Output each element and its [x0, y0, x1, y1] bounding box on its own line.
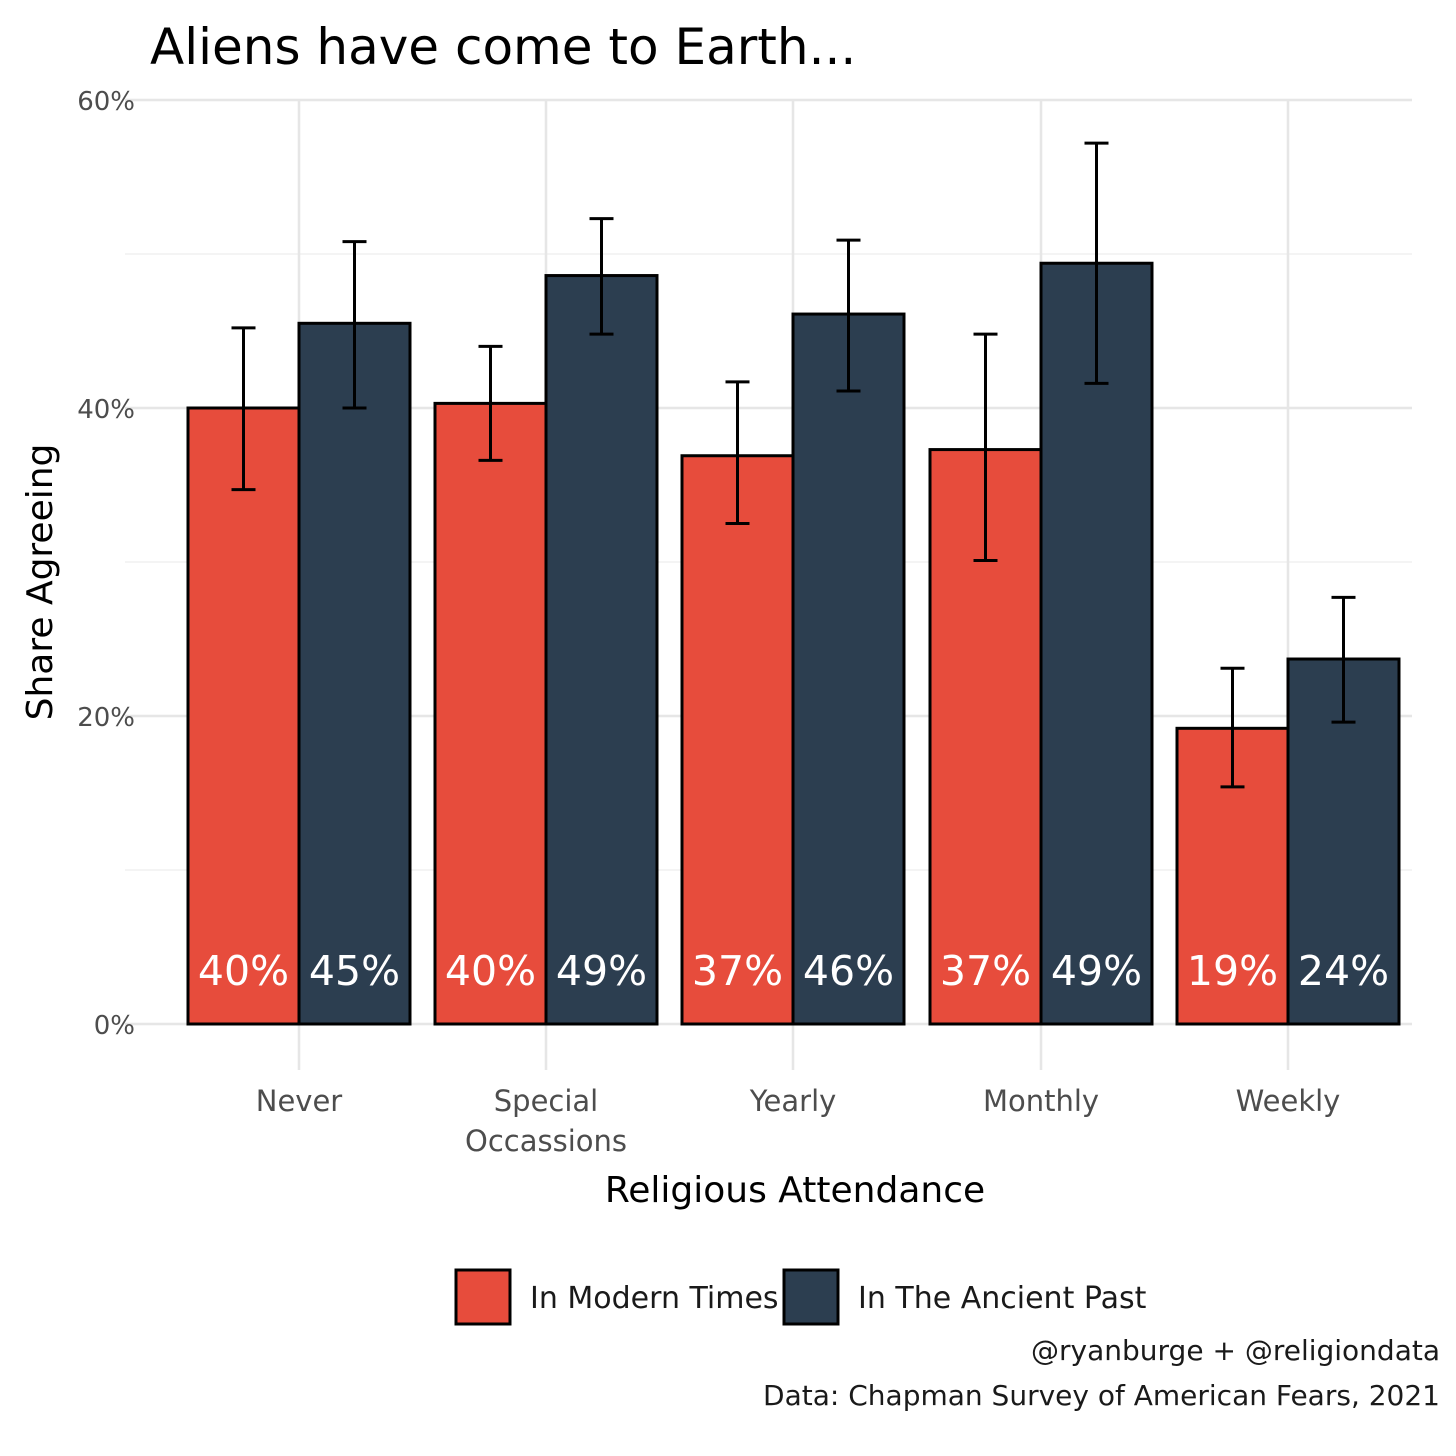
x-tick-label-line: Weekly — [1236, 1084, 1341, 1118]
chart-title: Aliens have come to Earth... — [150, 18, 856, 76]
bar-value-label: 49% — [556, 947, 647, 995]
bar — [186, 406, 301, 1026]
x-tick-label: Weekly — [1236, 1084, 1341, 1118]
legend: In Modern Times In The Ancient Past — [454, 1268, 1147, 1326]
x-tick-label-line: Never — [256, 1084, 343, 1118]
bar-value-label: 24% — [1298, 947, 1389, 995]
x-tick-label: Never — [256, 1084, 343, 1118]
bar-value-label: 49% — [1051, 947, 1142, 995]
bar-value-label: 46% — [803, 947, 894, 995]
bar — [680, 454, 795, 1026]
x-tick-label: Monthly — [983, 1084, 1099, 1118]
legend-swatch — [782, 1268, 840, 1326]
bars — [186, 261, 1401, 1026]
x-tick-label: Yearly — [749, 1084, 837, 1118]
legend-swatch — [454, 1268, 512, 1326]
bar-value-label: 37% — [692, 947, 783, 995]
bar-value-label: 40% — [445, 947, 536, 995]
bar — [791, 312, 906, 1026]
x-tick-label: Special Occassions — [465, 1084, 627, 1158]
bar — [433, 401, 548, 1026]
y-axis-title: Share Agreeing — [20, 444, 61, 721]
x-tick-label-line: Yearly — [749, 1084, 837, 1118]
y-tick-label: 20% — [77, 703, 135, 733]
x-axis-ticks: Never Special Occassions Yearly Monthly Weekl… — [256, 1084, 1341, 1158]
legend-label: In The Ancient Past — [858, 1281, 1147, 1316]
error-bars — [231, 141, 1356, 789]
y-axis-ticks: 0% 20% 40% 60% — [77, 87, 135, 1041]
bar-value-label: 40% — [198, 947, 289, 995]
bar-value-label: 37% — [940, 947, 1031, 995]
caption-line-1: @ryanburge + @religiondata — [1031, 1334, 1440, 1367]
x-axis-title: Religious Attendance — [605, 1170, 985, 1211]
x-tick-label-line: Occassions — [465, 1124, 627, 1158]
bar-value-label: 45% — [309, 947, 400, 995]
y-tick-label: 40% — [77, 395, 135, 425]
bar — [544, 274, 659, 1026]
bar — [297, 321, 412, 1026]
y-tick-label: 0% — [94, 1011, 135, 1041]
x-tick-label-line: Monthly — [983, 1084, 1099, 1118]
bar-labels: 40% 40% 37% 37% 19% 45% 49% 46% 49% 24% — [198, 947, 1389, 995]
legend-label: In Modern Times — [530, 1281, 779, 1316]
caption-line-2: Data: Chapman Survey of American Fears, … — [763, 1379, 1440, 1412]
bar-value-label: 19% — [1187, 947, 1278, 995]
y-tick-label: 60% — [77, 87, 135, 117]
x-tick-label-line: Special — [494, 1084, 599, 1118]
